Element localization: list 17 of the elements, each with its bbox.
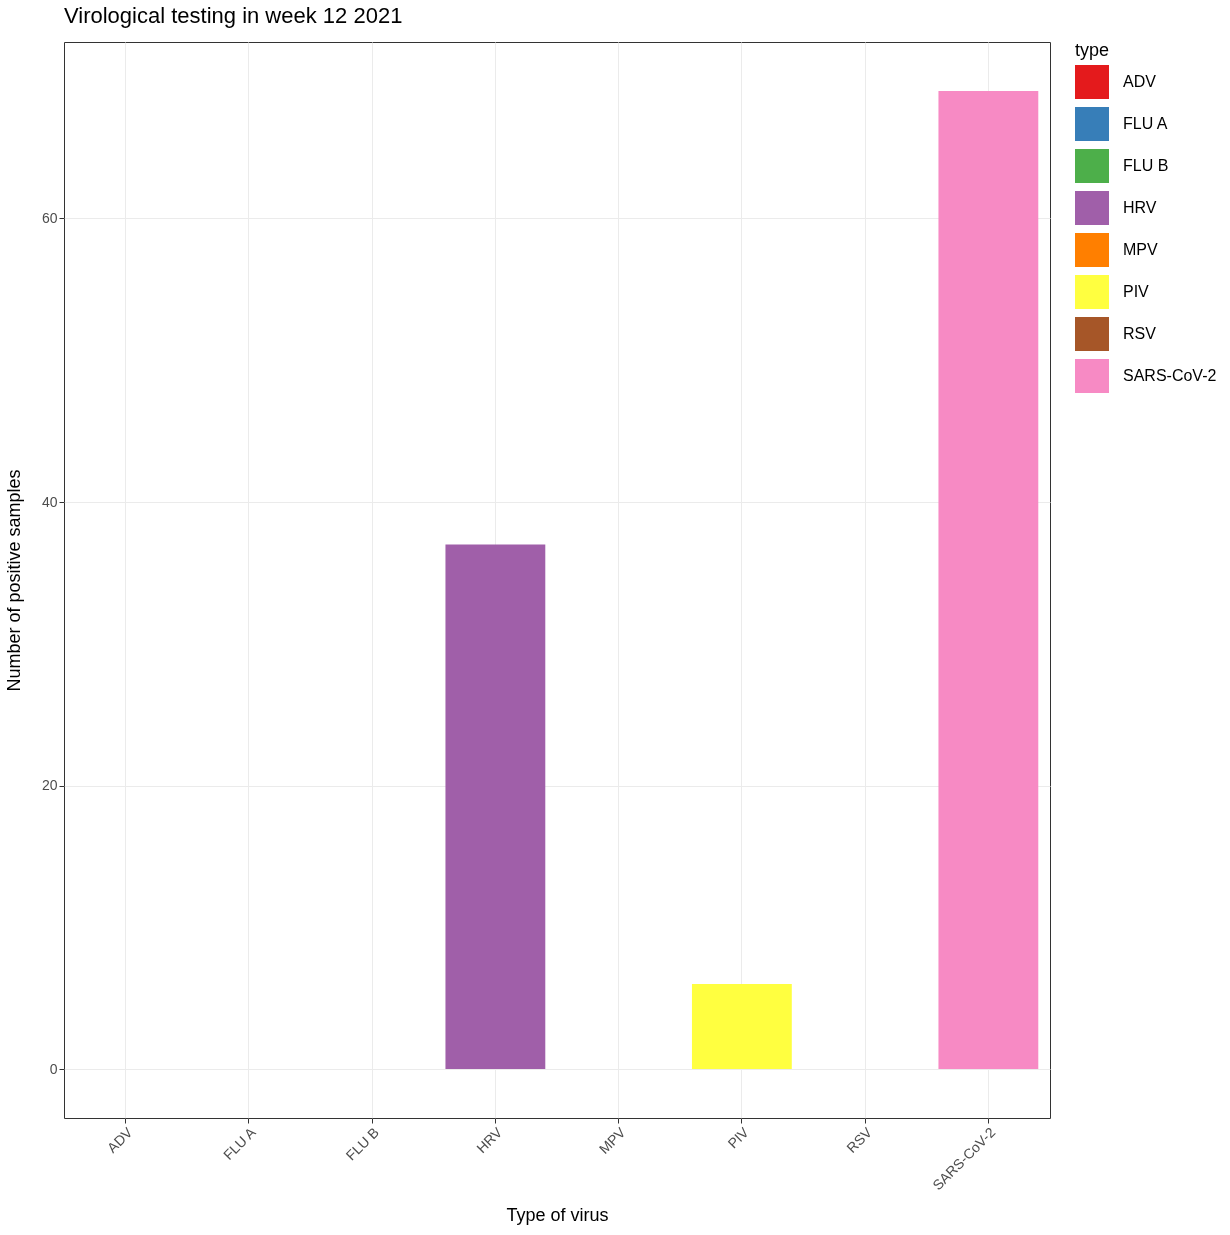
- y-tick-label: 0: [49, 1060, 58, 1077]
- y-axis-title: Number of positive samples: [3, 469, 24, 692]
- x-axis-title: Type of virus: [506, 1205, 609, 1226]
- chart-title: Virological testing in week 12 2021: [64, 3, 403, 28]
- legend-label: FLU A: [1123, 115, 1168, 132]
- legend-label: MPV: [1123, 241, 1158, 258]
- legend-label: SARS-CoV-2: [1123, 367, 1217, 384]
- y-tick-label: 60: [41, 210, 58, 226]
- legend-label: HRV: [1123, 199, 1157, 216]
- legend-title: type: [1075, 40, 1110, 60]
- legend-label: PIV: [1123, 283, 1150, 300]
- y-tick-label: 40: [41, 493, 58, 510]
- legend-label: ADV: [1123, 73, 1157, 90]
- legend-label: FLU B: [1123, 157, 1169, 174]
- x-tick-label: PIV: [724, 1123, 753, 1152]
- y-tick-label: 20: [41, 777, 58, 794]
- legend-label: RSV: [1123, 325, 1157, 342]
